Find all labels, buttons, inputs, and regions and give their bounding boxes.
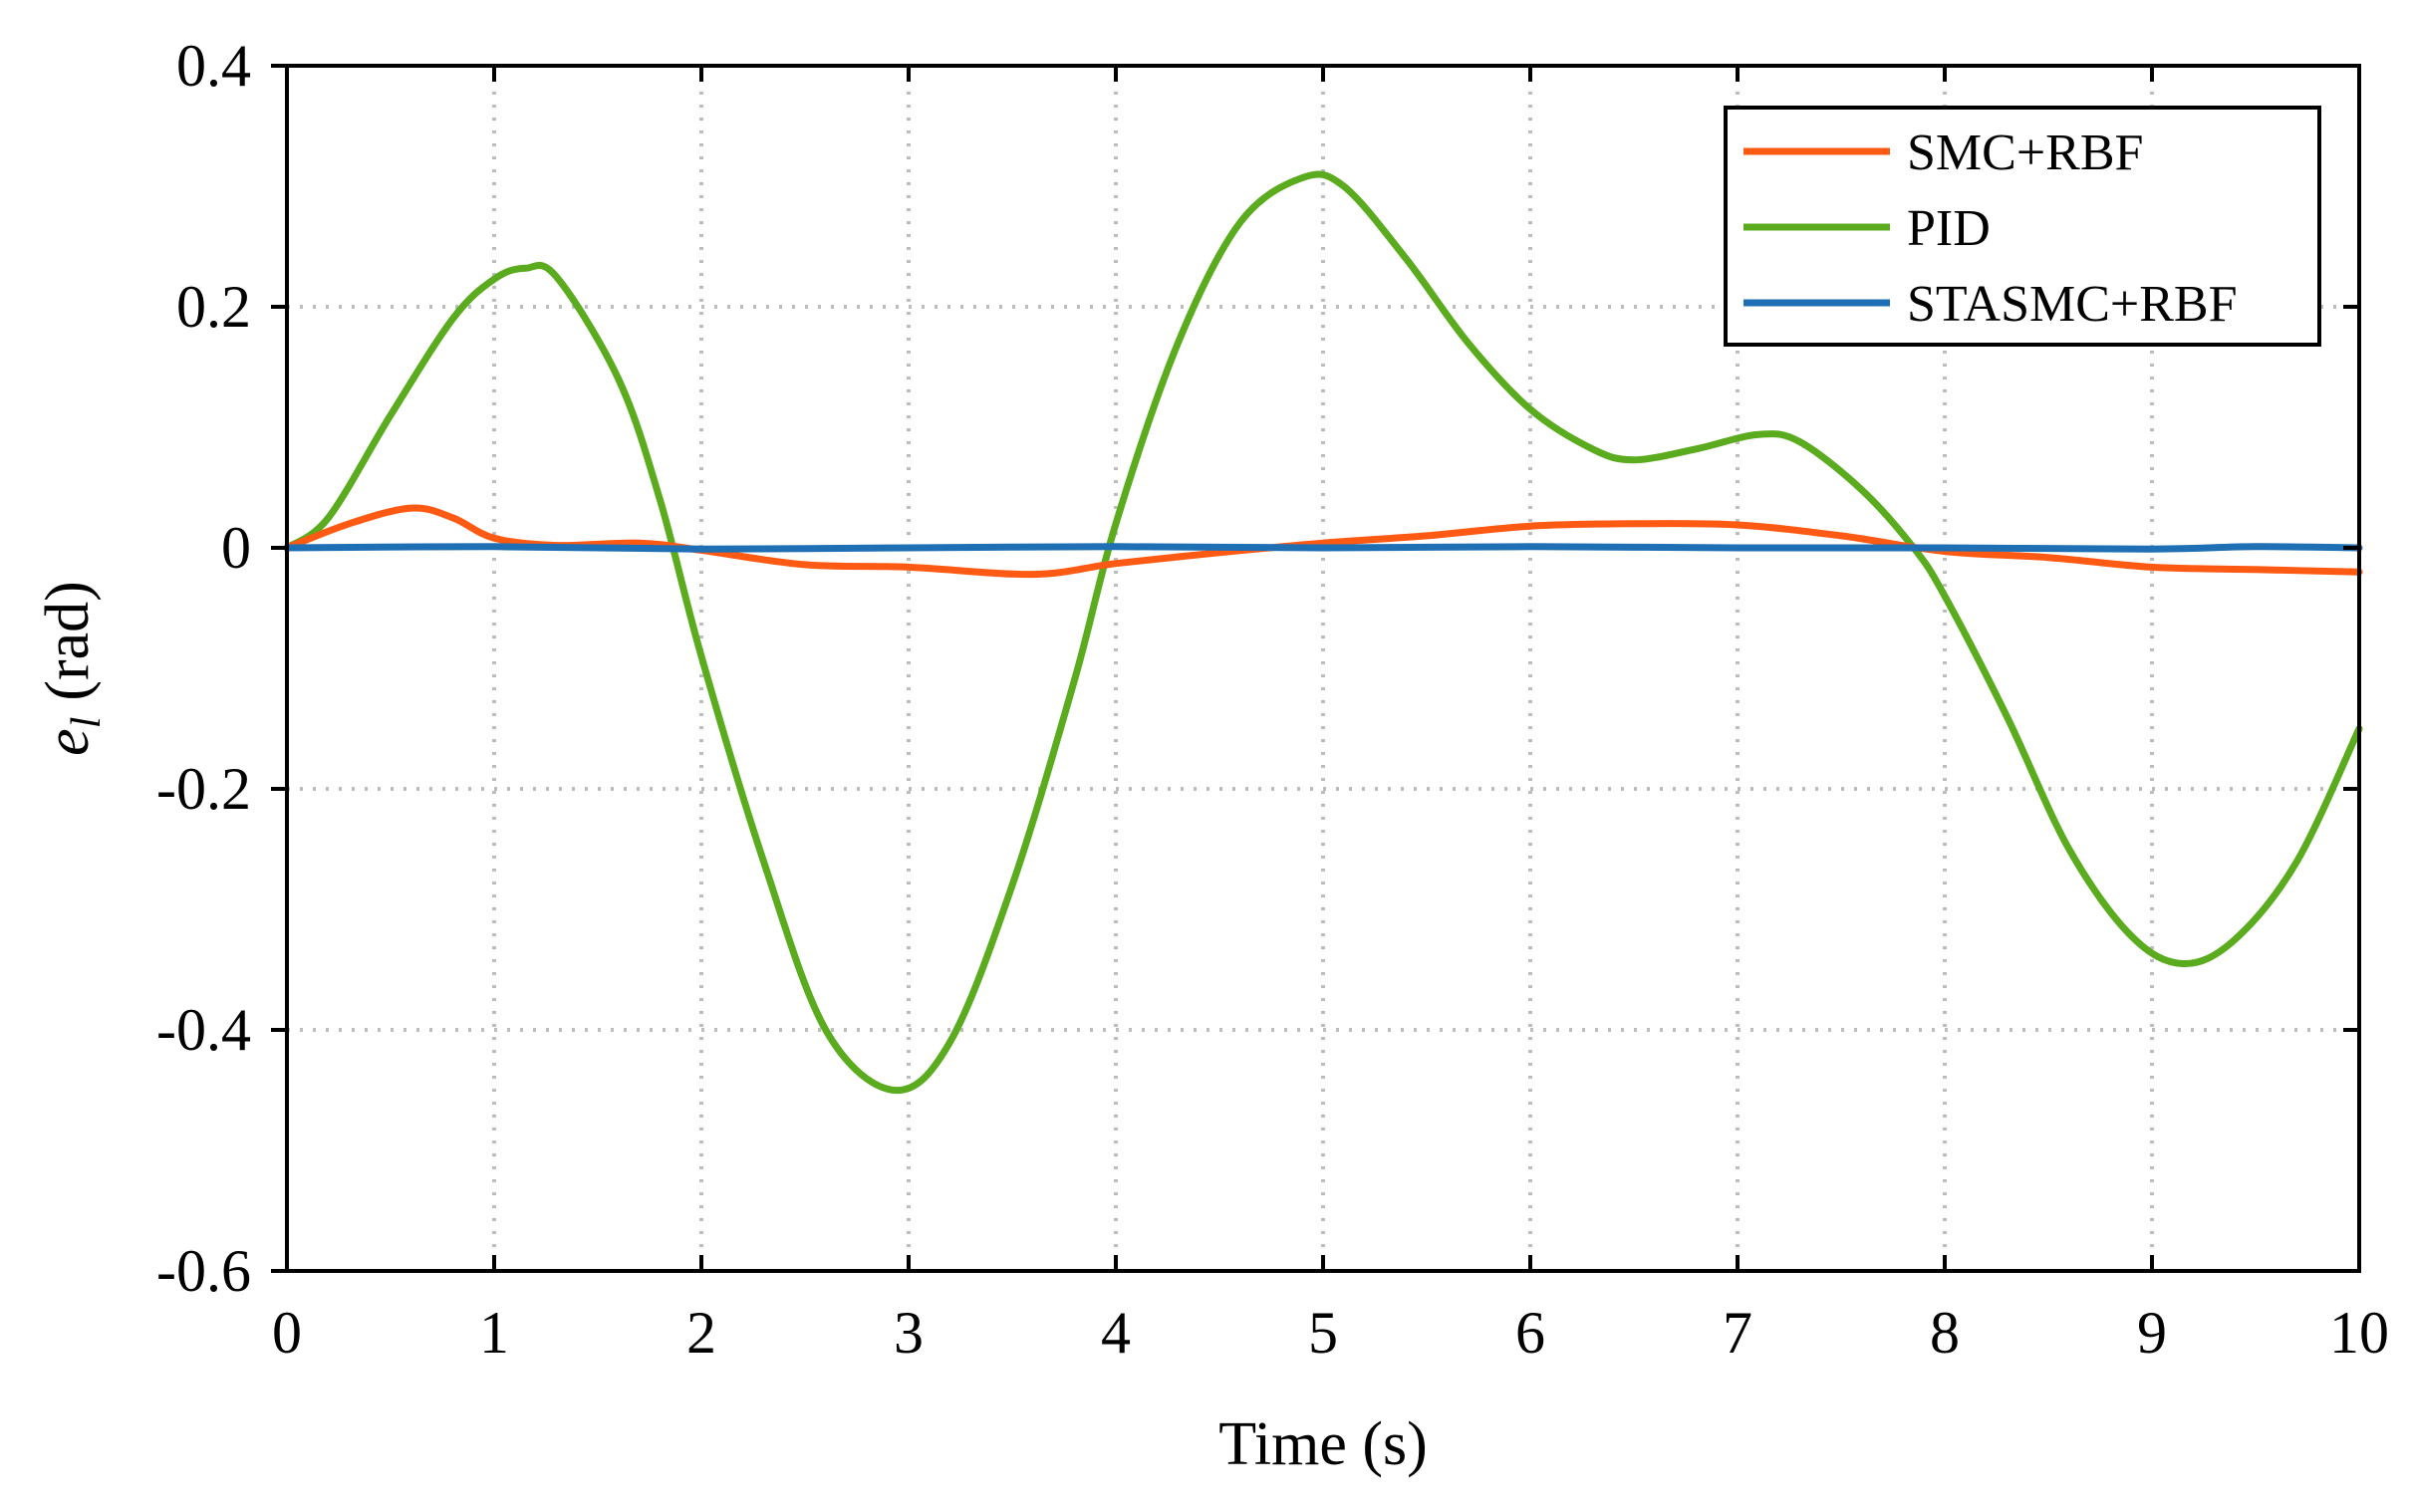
x-tick-label: 2 <box>686 1300 716 1366</box>
x-tick-label: 7 <box>1723 1300 1752 1366</box>
legend: SMC+RBF PID STASMC+RBF <box>1724 106 2321 347</box>
x-tick-label: 10 <box>2329 1300 2389 1366</box>
svg-text:el(rad): el (rad) <box>34 581 110 756</box>
legend-label-smc-rbf: SMC+RBF <box>1907 125 2143 181</box>
y-tick-label: 0.4 <box>176 33 251 99</box>
x-tick-label: 5 <box>1308 1300 1338 1366</box>
tick-labels: 0 1 2 3 4 5 6 7 8 9 10 0.4 0.2 0 -0.2 -0.4 -0.6 <box>156 33 2389 1366</box>
y-axis-symbol: e <box>34 728 102 756</box>
y-axis-subscript: l <box>64 717 110 729</box>
x-tick-label: 0 <box>272 1300 302 1366</box>
legend-label-stasmc-rbf: STASMC+RBF <box>1907 276 2238 333</box>
series-line-smc-rbf <box>283 504 2363 579</box>
series-line-stasmc-rbf <box>283 543 2363 553</box>
series-line-pid <box>283 170 2363 1095</box>
axis-ticks <box>271 64 2361 1273</box>
y-axis-unit: (rad) <box>34 581 102 700</box>
x-tick-label: 8 <box>1930 1300 1960 1366</box>
y-tick-label: -0.6 <box>156 1238 251 1304</box>
series-lines <box>283 170 2363 1095</box>
legend-label-pid: PID <box>1907 200 1991 257</box>
x-tick-label: 9 <box>2137 1300 2167 1366</box>
x-tick-label: 6 <box>1515 1300 1545 1366</box>
y-tick-label: -0.2 <box>156 756 251 822</box>
y-tick-label: -0.4 <box>156 997 251 1063</box>
x-tick-label: 3 <box>894 1300 924 1366</box>
x-axis-title: Time (s) <box>1218 1410 1428 1478</box>
x-tick-label: 1 <box>479 1300 509 1366</box>
y-tick-label: 0.2 <box>176 274 251 340</box>
y-tick-label: 0 <box>221 515 251 581</box>
x-tick-label: 4 <box>1101 1300 1131 1366</box>
y-axis-title: el (rad) <box>34 581 110 756</box>
